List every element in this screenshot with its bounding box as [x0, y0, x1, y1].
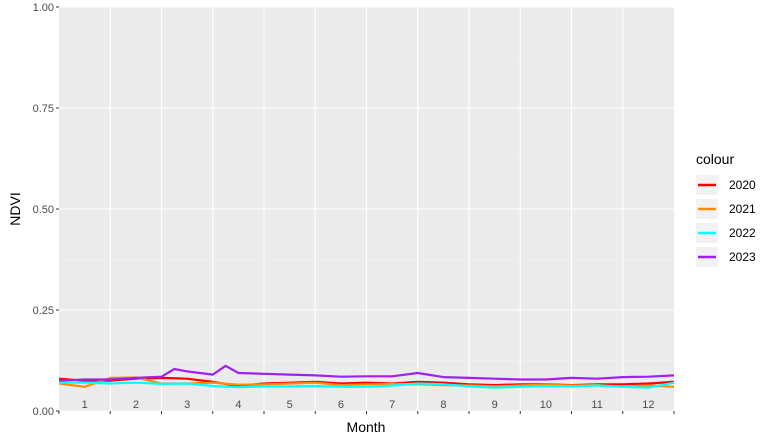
grid-major: [59, 6, 674, 412]
axis-ticks: [56, 6, 675, 414]
x-tick-label: 12: [642, 399, 654, 411]
x-tick-label: 9: [492, 399, 498, 411]
x-tick-label: 6: [338, 399, 344, 411]
x-axis-title: Month: [347, 419, 386, 435]
legend-label: 2020: [729, 178, 756, 192]
legend-label: 2021: [729, 202, 756, 216]
x-tick-label: 2: [133, 399, 139, 411]
x-tick-label: 4: [235, 399, 241, 411]
y-tick-label: 0.50: [33, 204, 54, 216]
x-tick-label: 5: [287, 399, 293, 411]
x-tick-labels: 1 2 3 4 5 6 7 8 9 10 11 12: [82, 399, 655, 411]
x-tick-label: 1: [82, 399, 88, 411]
y-tick-label: 0.00: [33, 406, 54, 418]
x-tick-label: 8: [440, 399, 446, 411]
y-tick-label: 1.00: [33, 2, 54, 14]
y-tick-label: 0.25: [33, 305, 54, 317]
x-tick-label: 7: [389, 399, 395, 411]
series-line-2022: [59, 381, 675, 389]
x-tick-label: 10: [540, 399, 552, 411]
y-axis-title: NDVI: [7, 192, 23, 225]
x-tick-label: 3: [184, 399, 190, 411]
series-layer: [58, 364, 675, 389]
legend-items: 2020 2021 2022 2023: [696, 175, 756, 267]
legend-label: 2022: [729, 226, 756, 240]
legend: colour 2020 2021 2022 2023: [696, 151, 756, 267]
legend-title: colour: [696, 151, 734, 167]
y-tick-label: 0.75: [33, 103, 54, 115]
y-tick-labels: 0.00 0.25 0.50 0.75 1.00: [33, 2, 54, 418]
legend-label: 2023: [729, 250, 756, 264]
x-tick-label: 11: [591, 399, 602, 411]
series-line-2023: [58, 364, 675, 382]
